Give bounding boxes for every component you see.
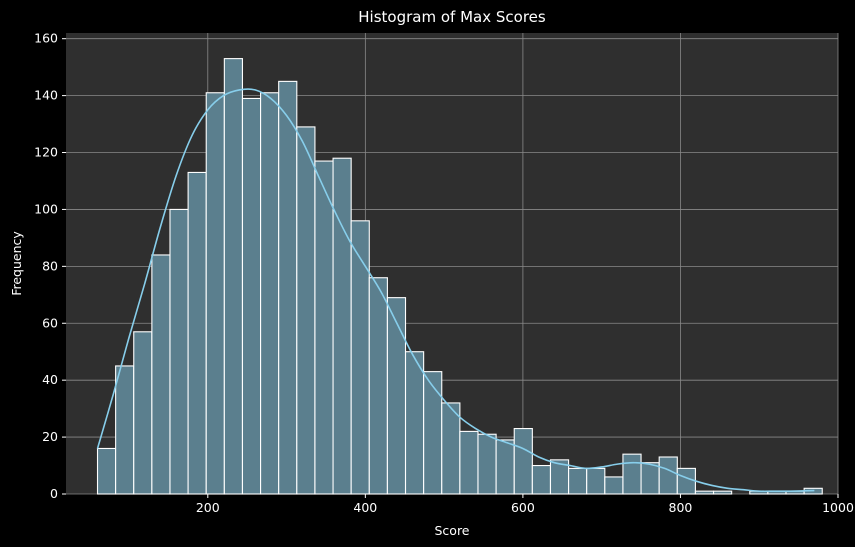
y-axis-label: Frequency bbox=[9, 231, 24, 296]
histogram-bar bbox=[459, 430, 479, 495]
histogram-bar bbox=[676, 467, 696, 495]
histogram-bar bbox=[441, 402, 461, 495]
y-tick-label: 120 bbox=[34, 145, 58, 160]
histogram-bar bbox=[622, 453, 642, 495]
y-tick-label: 80 bbox=[42, 258, 58, 273]
y-tick-label: 60 bbox=[42, 315, 58, 330]
histogram-bar bbox=[604, 476, 624, 495]
chart-title: Histogram of Max Scores bbox=[358, 8, 546, 26]
x-tick-label: 1000 bbox=[822, 500, 854, 515]
y-tick-label: 100 bbox=[34, 201, 58, 216]
histogram-bar bbox=[115, 365, 135, 495]
x-tick-label: 600 bbox=[511, 500, 535, 515]
histogram-bar bbox=[133, 331, 153, 495]
histogram-bar bbox=[241, 97, 262, 495]
histogram-bar bbox=[169, 208, 189, 495]
histogram-bar bbox=[386, 297, 407, 495]
histogram-bar bbox=[404, 351, 425, 495]
x-tick-label: 400 bbox=[353, 500, 377, 515]
histogram-bar bbox=[278, 80, 298, 495]
histogram-bar bbox=[368, 277, 388, 495]
y-tick-label: 140 bbox=[34, 88, 58, 103]
histogram-bar bbox=[260, 92, 280, 495]
histogram-bar bbox=[495, 439, 515, 495]
histogram-bar bbox=[586, 467, 606, 495]
histogram-bar bbox=[96, 447, 117, 495]
histogram-bar bbox=[423, 371, 443, 495]
histogram-bar bbox=[350, 220, 370, 495]
histogram-bar bbox=[658, 456, 678, 495]
histogram-bar bbox=[223, 58, 244, 495]
histogram-bar bbox=[151, 254, 171, 495]
x-axis-label: Score bbox=[434, 523, 469, 538]
histogram-bar bbox=[332, 157, 352, 495]
histogram-bars bbox=[96, 58, 823, 495]
histogram-bar bbox=[187, 171, 207, 495]
histogram-bar bbox=[531, 464, 552, 495]
histogram-bar bbox=[568, 467, 588, 495]
histogram-bar bbox=[296, 126, 316, 495]
y-tick-label: 0 bbox=[50, 486, 58, 501]
y-tick-label: 40 bbox=[42, 372, 58, 387]
kde-curve bbox=[96, 88, 815, 493]
histogram-bar bbox=[712, 490, 733, 495]
histogram-bar bbox=[314, 160, 334, 495]
histogram-bar bbox=[694, 490, 715, 495]
histogram-bar bbox=[640, 462, 660, 495]
y-tick-label: 160 bbox=[34, 31, 58, 46]
histogram-bar bbox=[477, 433, 497, 495]
x-tick-label: 200 bbox=[196, 500, 220, 515]
y-tick-label: 20 bbox=[42, 429, 58, 444]
histogram-bar bbox=[513, 427, 533, 495]
histogram-bar bbox=[205, 92, 225, 495]
x-tick-label: 800 bbox=[669, 500, 693, 515]
axis-ticks: 200 400 600 800 1000 0 20 40 60 80 100 120 140 160 bbox=[34, 31, 854, 515]
